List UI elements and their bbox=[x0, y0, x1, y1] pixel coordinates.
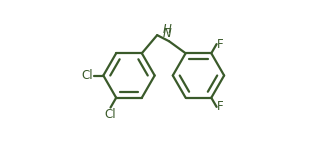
Text: N: N bbox=[163, 27, 172, 40]
Text: F: F bbox=[217, 38, 224, 51]
Text: F: F bbox=[217, 100, 224, 113]
Text: Cl: Cl bbox=[105, 108, 116, 121]
Text: H: H bbox=[163, 23, 172, 36]
Text: Cl: Cl bbox=[81, 69, 93, 82]
